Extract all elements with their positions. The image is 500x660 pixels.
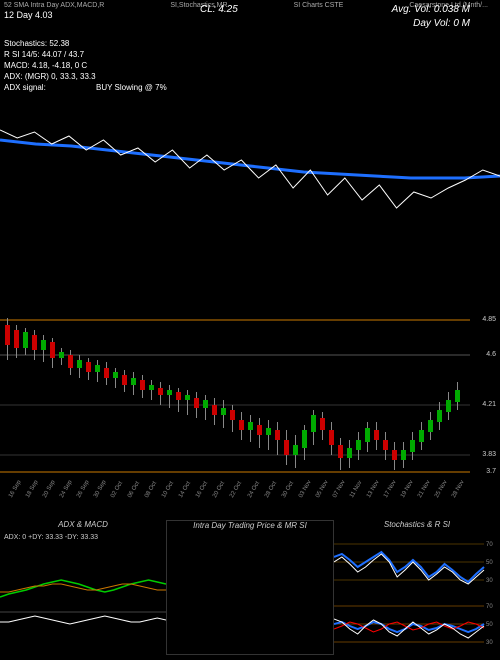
header-item: 52 SMA Intra Day ADX,MACD,R	[4, 2, 104, 9]
rsi-value: R SI 14/5: 44.07 / 43.7	[4, 50, 84, 59]
svg-text:50: 50	[486, 622, 493, 628]
svg-text:70: 70	[486, 604, 493, 610]
adx-signal-value: BUY Slowing @ 7%	[96, 83, 167, 92]
bottom-panels: ADX & MACD ADX: 0 +DY: 33.33 -DY: 33.33 …	[0, 520, 500, 655]
day-vol: Day Vol: 0 M	[413, 18, 470, 29]
stoch-rsi-title: Stochastics & R SI	[334, 520, 500, 529]
stats-block: Stochastics: 52.38 R SI 14/5: 44.07 / 43…	[4, 38, 175, 93]
top-line-chart	[0, 100, 500, 270]
title-close: CL: 4.25	[200, 4, 238, 15]
price-axis: 4.854.64.213.833.7	[470, 300, 498, 480]
svg-text:50: 50	[486, 560, 493, 566]
svg-text:70: 70	[486, 542, 493, 548]
svg-text:30: 30	[486, 578, 493, 584]
adx-macd-title: ADX & MACD	[0, 520, 166, 529]
adx-value: ADX: (MGR) 0, 33.3, 33.3	[4, 72, 96, 81]
intraday-title: Intra Day Trading Price & MR SI	[167, 521, 333, 530]
adx-subtitle: ADX: 0 +DY: 33.33 -DY: 33.33	[4, 534, 98, 541]
header-item: SI Charts CSTE	[294, 2, 344, 9]
candlestick-chart	[0, 300, 470, 480]
adx-macd-panel: ADX & MACD ADX: 0 +DY: 33.33 -DY: 33.33	[0, 520, 166, 655]
stochastics-value: Stochastics: 52.38	[4, 39, 69, 48]
date-axis: 16 Sep18 Sep20 Sep24 Sep26 Sep30 Sep02 O…	[0, 484, 470, 514]
macd-value: MACD: 4.18, -4.18, 0 C	[4, 61, 87, 70]
intraday-panel: Intra Day Trading Price & MR SI	[166, 520, 334, 655]
avg-vol: Avg. Vol: 0.038 M	[392, 4, 470, 15]
stoch-rsi-panel: Stochastics & R SI 70 50 30 70 50 30	[334, 520, 500, 655]
adx-signal-label: ADX signal:	[4, 83, 46, 92]
svg-text:30: 30	[486, 640, 493, 646]
